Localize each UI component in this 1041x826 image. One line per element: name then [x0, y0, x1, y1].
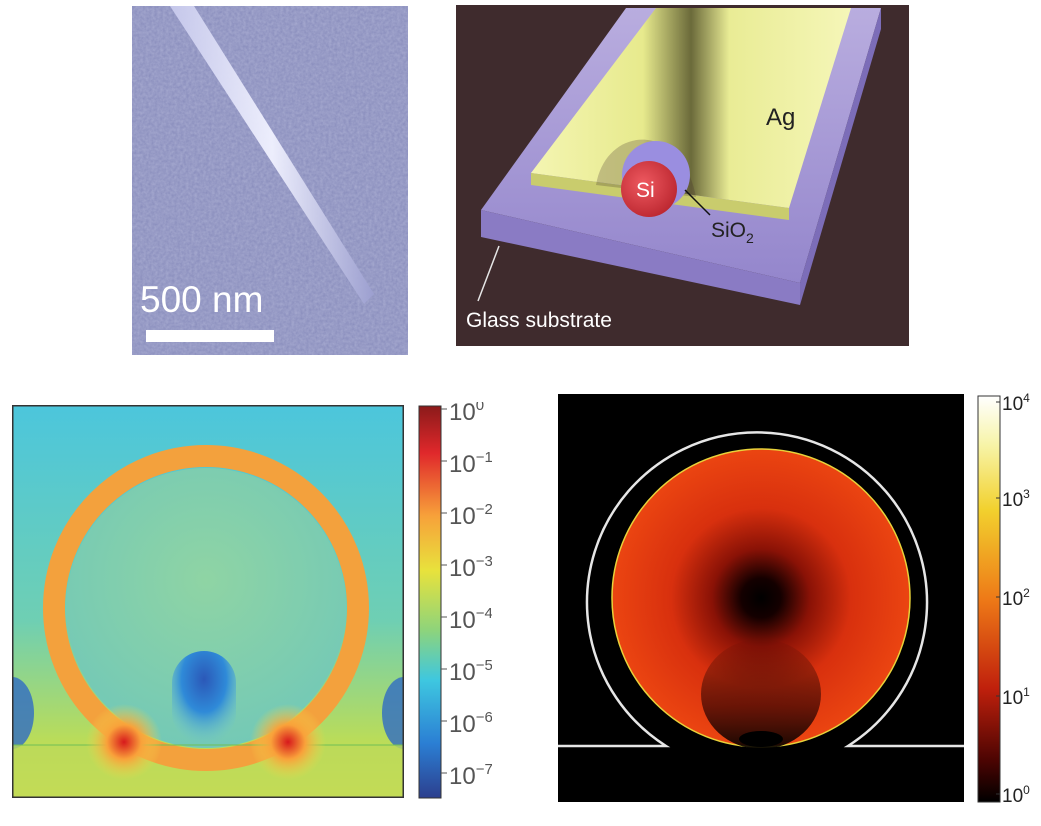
tick-base: 10 — [449, 711, 476, 738]
tick-exponent: −3 — [476, 553, 492, 570]
glass-substrate-front — [481, 210, 800, 305]
svg-text:10−1: 10−1 — [449, 449, 492, 478]
field-map-colorbar-graphic: 100 10−1 10−2 10−3 10−4 10−5 10−6 10−7 — [418, 402, 492, 799]
tick-base: 10 — [449, 659, 476, 686]
bottom-dark-spot — [739, 731, 783, 747]
sem-micrograph-image: 500 nm — [132, 6, 408, 355]
label-sio2: SiO2 — [711, 219, 754, 246]
colorbar-ticks: 100 10−1 10−2 10−3 10−4 10−5 10−6 10−7 — [441, 402, 492, 790]
colorbar-tick: 10−5 — [441, 657, 492, 686]
colorbar-tick: 100 — [996, 783, 1030, 807]
tick-exponent: 1 — [1023, 685, 1030, 699]
tick-base: 10 — [1002, 786, 1023, 807]
colorbar-tick: 101 — [996, 685, 1030, 709]
tick-exponent: −6 — [476, 709, 492, 726]
sio2-leader-line — [684, 189, 711, 216]
tick-base: 10 — [449, 763, 476, 790]
svg-text:10−5: 10−5 — [449, 657, 492, 686]
silicon-core — [621, 161, 677, 217]
colorbar-ticks: 104 103 102 101 100 — [996, 392, 1030, 807]
enhancement-colorbar: 104 103 102 101 100 — [974, 392, 1039, 807]
tick-base: 10 — [449, 503, 476, 530]
tick-base: 10 — [449, 402, 476, 426]
tick-exponent: 4 — [1023, 392, 1030, 405]
tick-base: 10 — [1002, 490, 1023, 511]
tick-exponent: 0 — [1023, 783, 1030, 797]
colorbar-tick: 104 — [996, 392, 1030, 415]
tick-base: 10 — [1002, 394, 1023, 415]
tick-exponent: −5 — [476, 657, 492, 674]
colorbar-tick: 10−3 — [441, 553, 492, 582]
svg-text:102: 102 — [1002, 586, 1030, 610]
colorbar-gradient — [977, 395, 1001, 803]
svg-text:10−4: 10−4 — [449, 605, 492, 634]
svg-text:10−7: 10−7 — [449, 761, 492, 790]
svg-text:104: 104 — [1002, 392, 1030, 415]
label-glass-substrate: Glass substrate — [466, 309, 612, 332]
tick-exponent: 3 — [1023, 487, 1030, 501]
oxide-ring — [43, 445, 369, 771]
svg-text:10−6: 10−6 — [449, 709, 492, 738]
label-sio2-base: SiO — [711, 219, 746, 242]
label-ag: Ag — [766, 104, 795, 131]
tick-base: 10 — [449, 555, 476, 582]
cold-spot-core — [172, 651, 236, 745]
enhancement-map — [558, 394, 964, 802]
label-si: Si — [636, 179, 655, 202]
svg-text:100: 100 — [449, 402, 484, 426]
tick-exponent: −1 — [476, 449, 492, 466]
colorbar-tick: 102 — [996, 586, 1030, 610]
enhancement-colorbar-graphic: 104 103 102 101 100 — [977, 392, 1030, 807]
device-schematic: Ag Si SiO2 Glass substrate — [456, 5, 909, 346]
field-map-colorbar: 100 10−1 10−2 10−3 10−4 10−5 10−6 10−7 — [417, 402, 492, 802]
silicon-core-field — [66, 468, 346, 748]
silver-film — [531, 8, 851, 208]
svg-text:10−3: 10−3 — [449, 553, 492, 582]
tick-base: 10 — [1002, 688, 1023, 709]
svg-text:101: 101 — [1002, 685, 1030, 709]
svg-text:10−2: 10−2 — [449, 501, 492, 530]
groove-outline — [558, 431, 964, 748]
tick-exponent: −4 — [476, 605, 492, 622]
colorbar-tick: 10−6 — [441, 709, 492, 738]
svg-text:103: 103 — [1002, 487, 1030, 511]
sem-micrograph: 500 nm — [132, 6, 408, 355]
hot-spot-left — [86, 704, 162, 780]
label-sio2-subscript: 2 — [746, 230, 754, 246]
tick-exponent: 2 — [1023, 586, 1030, 600]
field-map-frame — [12, 405, 404, 798]
colorbar-tick: 10−4 — [441, 605, 492, 634]
colorbar-gradient — [418, 405, 442, 799]
tick-base: 10 — [449, 451, 476, 478]
tick-exponent: −7 — [476, 761, 492, 778]
colorbar-tick: 10−7 — [441, 761, 492, 790]
tick-exponent: 0 — [476, 402, 484, 414]
tick-base: 10 — [449, 607, 476, 634]
enhancement-map-image — [558, 394, 964, 802]
glass-substrate-side — [800, 8, 881, 305]
nanowire — [170, 6, 374, 304]
field-intensity-map — [12, 405, 404, 798]
hot-spot-right — [250, 704, 326, 780]
side-lobe-right — [382, 677, 404, 749]
tick-base: 10 — [1002, 589, 1023, 610]
svg-text:100: 100 — [1002, 783, 1030, 807]
scale-bar-label: 500 nm — [140, 279, 263, 320]
tick-exponent: −2 — [476, 501, 492, 518]
lower-dark-region — [701, 639, 821, 749]
colorbar-tick: 10−1 — [441, 449, 492, 478]
colorbar-tick: 103 — [996, 487, 1030, 511]
field-intensity-image — [12, 405, 404, 798]
colorbar-tick: 100 — [441, 402, 484, 426]
device-schematic-drawing: Ag Si SiO2 Glass substrate — [456, 5, 909, 346]
colorbar-tick: 10−2 — [441, 501, 492, 530]
glass-leader-line — [477, 245, 500, 302]
side-lobe-left — [12, 677, 34, 749]
scale-bar — [146, 330, 274, 342]
